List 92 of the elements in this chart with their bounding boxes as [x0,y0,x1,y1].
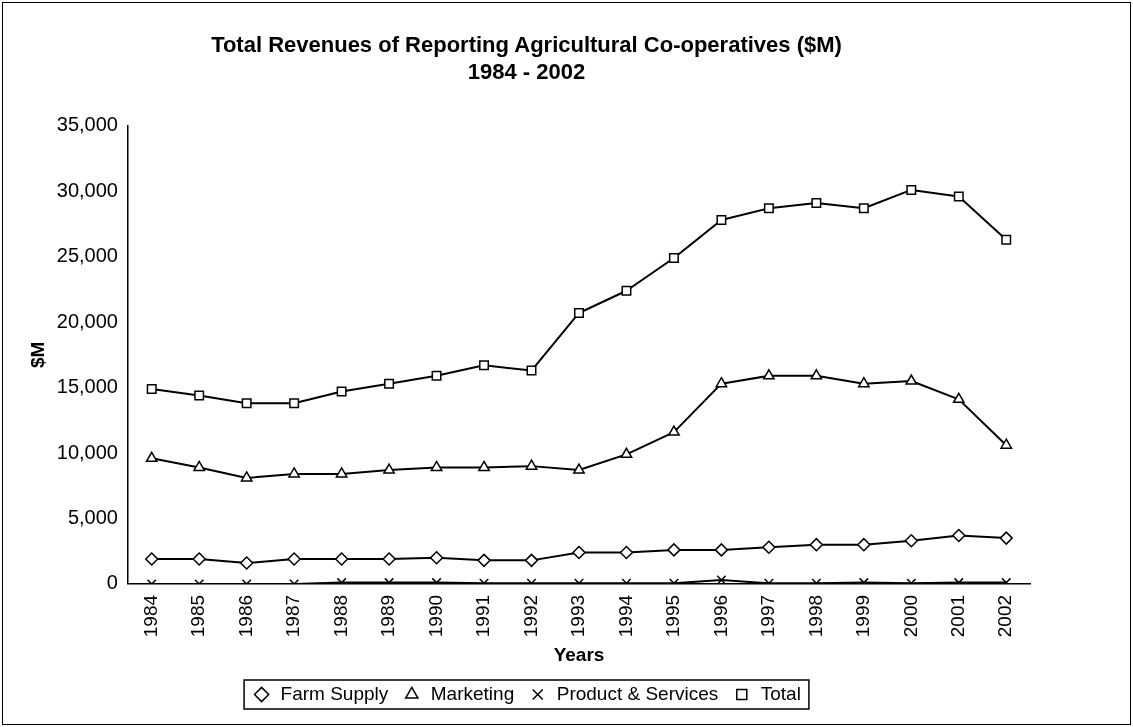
x-tick-label: 1999 [852,594,874,638]
point [762,369,775,380]
point [240,471,253,482]
point [192,552,206,566]
y-tick-label: 35,000 [56,113,118,136]
point [193,460,206,472]
x-tick-label: 2001 [947,594,969,638]
point [289,398,300,409]
x-tick-label: 1987 [282,594,304,638]
point [479,360,490,371]
point [382,552,396,566]
point [239,556,254,570]
x-tick-label: 1985 [187,594,209,638]
point [620,447,633,459]
x-tick-label: 1989 [377,594,399,638]
y-axis-title: $M [26,341,48,369]
point [905,374,918,385]
x-tick-label: 1991 [472,594,494,638]
point [811,198,822,209]
x-tick-label: 1988 [329,594,351,638]
y-tick-label: 15,000 [56,375,118,398]
point [477,553,491,568]
x-tick-label: 1992 [519,594,541,638]
point [668,253,679,263]
point [526,365,537,376]
point [906,184,917,195]
point [621,285,632,296]
point [144,552,159,566]
point [714,543,729,557]
point [336,386,347,397]
point [383,463,396,474]
point [145,451,158,463]
point [858,203,869,214]
point [288,467,301,478]
y-tick-label: 0 [106,571,118,594]
point [715,376,728,388]
legend-label: Farm Supply [280,682,389,704]
point [335,467,348,478]
x-tick-label: 2000 [899,594,921,638]
point [241,398,252,409]
point [573,307,584,318]
point [429,551,444,565]
y-tick-label: 25,000 [56,244,118,267]
chart-title: Total Revenues of Reporting Agricultural Co-operatives ($M) 1984 - 2002 [211,32,842,84]
point [857,376,870,388]
point [952,392,965,404]
point [716,575,727,584]
x-tick-label: 1993 [567,594,589,638]
point [194,390,205,401]
point [524,553,539,568]
point [667,543,681,557]
point [431,370,442,381]
x-tick-label: 1984 [139,594,161,638]
point [809,537,824,552]
point [810,369,823,380]
point [762,540,776,555]
x-tick-label: 1997 [757,594,779,638]
point [904,533,919,548]
point [763,203,774,214]
y-tick-label: 20,000 [56,309,118,332]
point [334,552,349,566]
x-tick-label: 1995 [662,594,684,638]
point [384,378,395,389]
point [146,383,157,394]
point [572,545,586,560]
point [716,215,727,226]
point [857,537,871,552]
point [1001,234,1012,245]
x-tick-label: 1986 [234,594,256,638]
x-tick-label: 1998 [804,594,826,638]
point [478,460,490,472]
x-tick-label: 1996 [709,594,731,638]
point [619,545,634,560]
x-tick-label: 1990 [424,594,446,638]
point [573,463,585,474]
x-axis-title: Years [553,643,605,665]
point [953,191,964,202]
point [1000,438,1013,449]
point [952,528,966,543]
point [430,460,443,472]
y-tick-label: 5,000 [67,506,118,528]
y-tick-label: 30,000 [56,178,118,201]
x-tick-label: 2002 [994,594,1016,638]
legend-label: Total [760,682,801,704]
point [667,425,680,436]
point [525,459,538,470]
x-tick-label: 1994 [614,594,636,638]
legend-label: Product & Services [556,682,719,704]
point [287,552,301,566]
legend-label: Marketing [430,682,515,704]
point [999,531,1014,545]
y-tick-label: 10,000 [56,440,118,463]
